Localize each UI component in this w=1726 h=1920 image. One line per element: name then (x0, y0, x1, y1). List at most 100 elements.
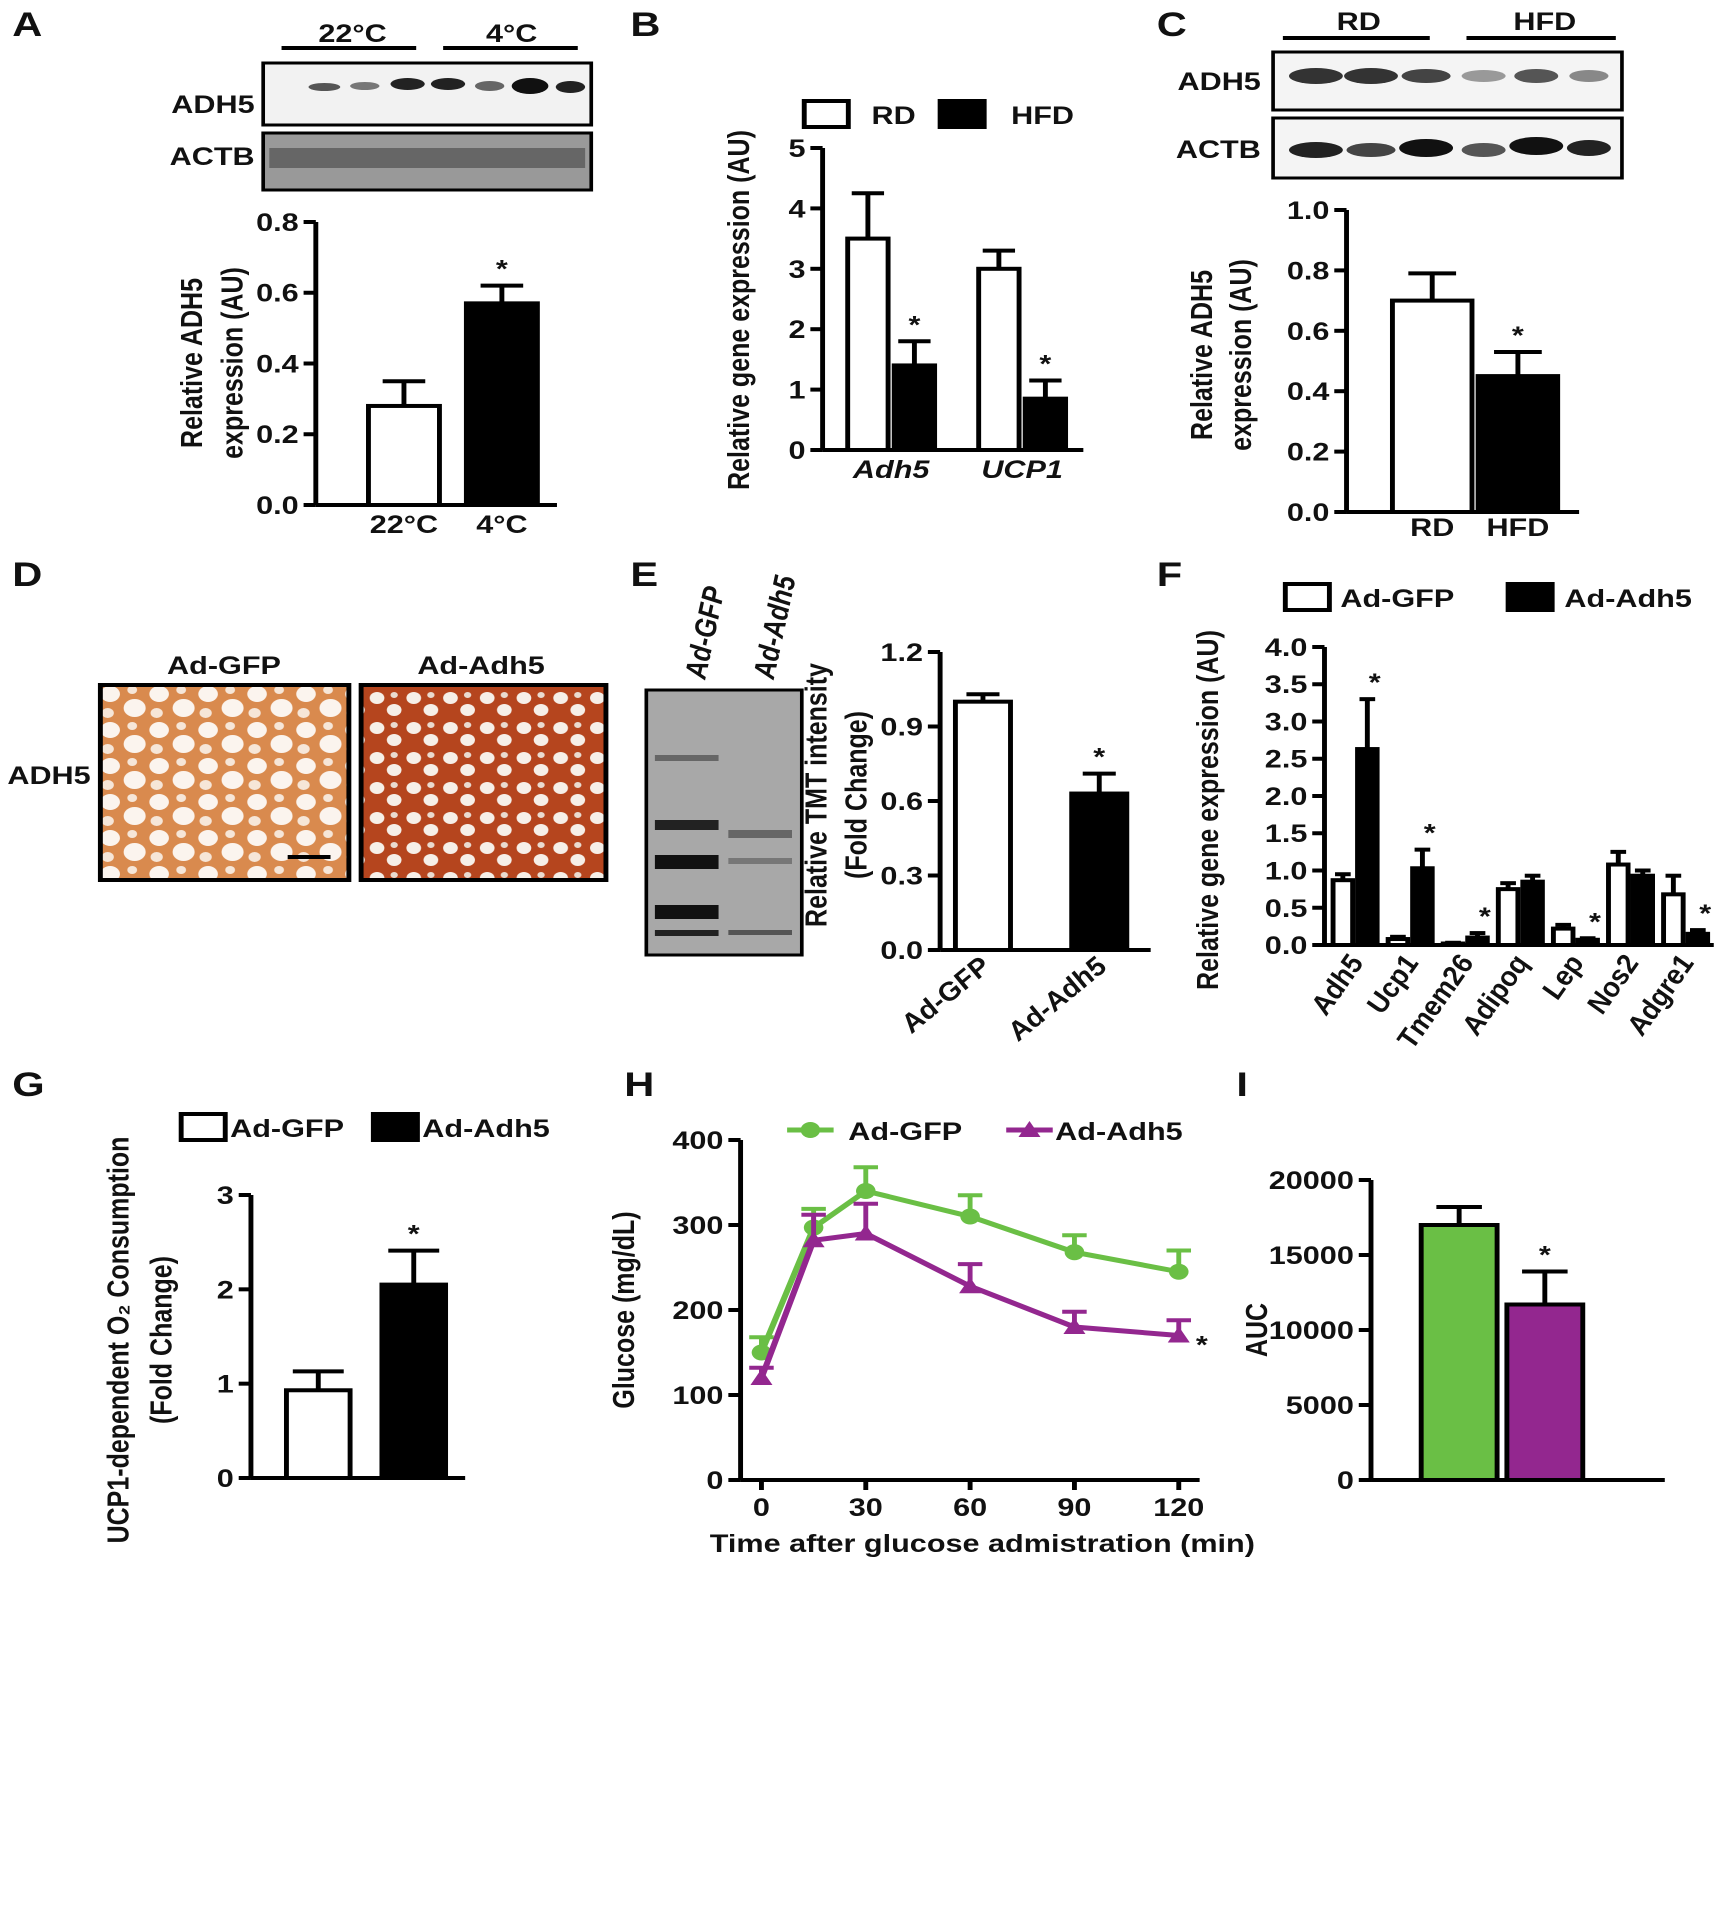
significance: * (1479, 903, 1491, 931)
y-tick-label: 3 (217, 1182, 234, 1210)
row-label: ADH5 (7, 762, 90, 790)
bar (1685, 931, 1711, 948)
y-tick-label: 0.0 (1265, 932, 1308, 960)
legend-swatch (178, 1112, 228, 1142)
x-tick-label: Adh5 (1302, 950, 1370, 1019)
y-axis-label: Glucose (mg/dL) (607, 1211, 641, 1408)
bar (1520, 879, 1545, 947)
y-tick-label: 1 (217, 1370, 234, 1398)
bar (1022, 396, 1069, 453)
bar (463, 301, 540, 507)
panel-label: B (630, 6, 660, 44)
legend-swatch (370, 1112, 420, 1142)
y-tick-label: 0.8 (1287, 257, 1330, 285)
panel-label: E (630, 556, 658, 594)
y-tick-label: 0.0 (256, 492, 299, 520)
y-tick-label: 0.4 (1287, 378, 1330, 406)
y-axis-label: Relative ADH5 (1184, 270, 1218, 440)
y-axis-label: Relative gene expression (AU) (722, 130, 756, 490)
point (1064, 1244, 1085, 1261)
legend-marker (800, 1122, 821, 1138)
x-tick-label: 60 (953, 1494, 987, 1522)
x-tick-label: 0 (753, 1494, 770, 1522)
blot-row: ADH5 (171, 91, 254, 119)
bar (1550, 926, 1576, 947)
x-tick-label: Adh5 (852, 456, 930, 484)
y-tick-label: 5000 (1286, 1392, 1354, 1420)
significance: * (1369, 669, 1381, 697)
bar (1606, 862, 1631, 947)
y-tick-label: 1 (788, 376, 805, 404)
y-tick-label: 1.0 (1265, 857, 1308, 885)
y-tick-label: 1.5 (1265, 820, 1308, 848)
y-tick-label: 0.0 (1287, 499, 1330, 527)
y-axis-label: expression (AU) (1224, 259, 1258, 451)
y-tick-label: 0.4 (256, 350, 299, 378)
panel-label: G (12, 1066, 44, 1104)
point (959, 1277, 982, 1294)
y-axis-label: Relative ADH5 (175, 278, 209, 448)
bar (283, 1388, 353, 1481)
bar (379, 1282, 449, 1481)
legend-swatch (937, 99, 987, 129)
y-tick-label: 300 (672, 1212, 723, 1240)
column-label: Ad-GFP (167, 652, 281, 680)
significance: * (1539, 1241, 1551, 1269)
y-tick-label: 0.3 (880, 862, 923, 890)
significance: * (1039, 350, 1051, 378)
significance: * (908, 311, 920, 339)
line (758, 1188, 1180, 1354)
blot-row: ACTB (170, 143, 255, 171)
y-tick-label: 0.6 (1287, 317, 1330, 345)
bar (1069, 791, 1130, 952)
x-tick-label: Lep (1534, 951, 1591, 1003)
y-tick-label: 1.0 (1287, 197, 1330, 225)
x-tick-label: UCP1 (981, 456, 1063, 484)
bar (1355, 747, 1380, 947)
legend-label: RD (872, 102, 916, 130)
gel-e: Ad-GFP Ad-Adh5 (644, 573, 804, 957)
bar (1661, 892, 1686, 948)
y-tick-label: 0.8 (256, 209, 299, 237)
blot-a: 22°C 4°C ADH5 ACTB (170, 20, 594, 192)
blot-row: ACTB (1176, 136, 1261, 164)
panel-label: D (12, 556, 42, 594)
panel-label: F (1157, 556, 1182, 594)
point (750, 1369, 773, 1385)
bar (1410, 866, 1435, 948)
bar (891, 363, 938, 452)
point (802, 1231, 825, 1248)
point (855, 1183, 876, 1199)
panel-label: C (1157, 6, 1187, 44)
y-tick-label: 2 (217, 1276, 234, 1304)
significance: * (1093, 743, 1105, 771)
x-tick-label: Ad-GFP (892, 952, 998, 1038)
x-tick-label: RD (1410, 514, 1454, 542)
bar (1630, 873, 1656, 948)
blot-group: HFD (1513, 8, 1576, 36)
significance: * (408, 1220, 420, 1248)
bar (1495, 887, 1521, 947)
y-tick-label: 10000 (1269, 1317, 1354, 1345)
legend-swatch (1505, 582, 1555, 612)
point (960, 1208, 980, 1225)
blot-group: 22°C (318, 20, 386, 48)
significance: * (1424, 819, 1436, 847)
y-tick-label: 3 (788, 255, 805, 283)
legend-marker (1018, 1121, 1041, 1137)
y-axis-label: Relative gene expression (AU) (1191, 630, 1225, 990)
y-tick-label: 0.6 (880, 788, 923, 816)
y-tick-label: 400 (672, 1127, 723, 1155)
panel-label: A (12, 6, 42, 44)
bar (1418, 1223, 1500, 1482)
y-axis-label: (Fold Change) (839, 711, 873, 879)
y-tick-label: 0 (706, 1467, 723, 1495)
x-tick-label: 22°C (370, 511, 438, 539)
x-tick-label: 4°C (476, 511, 527, 539)
y-axis-label: UCP1-dependent O₂ Consumption (101, 1137, 135, 1544)
point (854, 1224, 877, 1241)
lane-label: Ad-GFP (678, 584, 731, 682)
bar (1575, 937, 1600, 947)
legend-label: Ad-Adh5 (1055, 1118, 1182, 1146)
blot-row: ADH5 (1178, 68, 1261, 96)
